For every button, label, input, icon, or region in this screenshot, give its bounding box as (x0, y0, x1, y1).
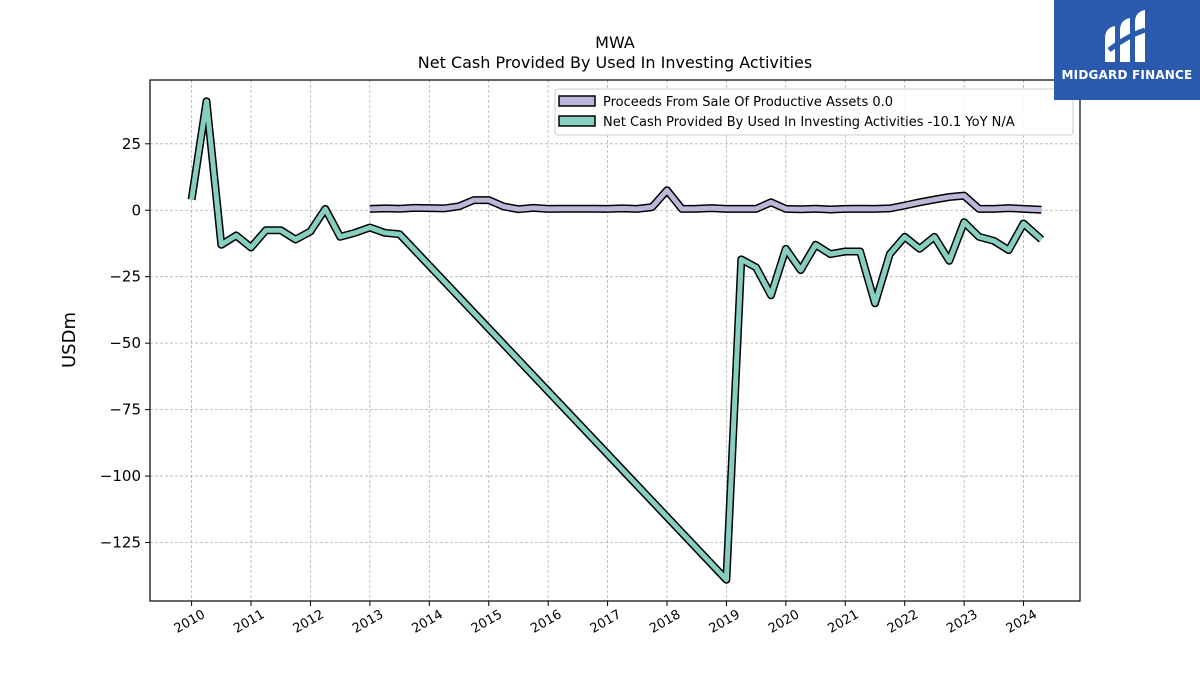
x-tick-label: 2015 (469, 607, 505, 637)
legend-label: Proceeds From Sale Of Productive Assets … (603, 95, 893, 110)
logo-mark-icon (1105, 10, 1146, 62)
midgard-finance-logo: MIDGARD FINANCE (1054, 0, 1200, 100)
x-tick-label: 2018 (647, 607, 683, 637)
y-tick-label: −75 (109, 401, 141, 419)
y-tick-label: −100 (100, 467, 141, 485)
chart-title: MWA (595, 33, 635, 52)
x-tick-label: 2013 (350, 607, 386, 637)
legend-box (554, 88, 1074, 136)
legend-swatch (558, 95, 596, 107)
x-tick-label: 2011 (231, 607, 267, 637)
x-tick-label: 2020 (766, 607, 802, 637)
x-tick-label: 2012 (291, 607, 327, 637)
y-tick-label: 25 (122, 135, 141, 153)
series-lines (187, 97, 1045, 584)
legend-swatch (558, 115, 596, 127)
y-tick-label: 0 (131, 201, 141, 219)
y-axis-label: USDm (59, 312, 80, 368)
axes: 25 0 −25 −50 −75 −100 −125 2010 2011 2012 2013 2014… (100, 79, 1081, 637)
x-tick-label: 2022 (885, 607, 921, 637)
x-tick-label: 2017 (588, 607, 624, 637)
legend: Proceeds From Sale Of Productive Assets … (554, 88, 1074, 136)
y-tick-label: −25 (109, 268, 141, 286)
chart-subtitle: Net Cash Provided By Used In Investing A… (418, 53, 812, 72)
grid (150, 80, 1080, 601)
x-tick-label: 2019 (707, 607, 743, 637)
x-tick-label: 2010 (172, 607, 208, 637)
series-2-line (189, 98, 1044, 583)
logo-text: MIDGARD FINANCE (1061, 68, 1193, 82)
x-tick-label: 2014 (409, 607, 445, 637)
series-2-line-outline (187, 97, 1045, 584)
y-tick-label: −50 (109, 334, 141, 352)
x-tick-label: 2016 (528, 607, 564, 637)
legend-label: Net Cash Provided By Used In Investing A… (603, 115, 1015, 130)
x-tick-label: 2021 (825, 607, 861, 637)
plot-frame (149, 79, 1081, 602)
series-1-line (369, 187, 1042, 213)
x-tick-label: 2023 (944, 607, 980, 637)
y-tick-label: −125 (100, 534, 141, 552)
x-tick-label: 2024 (1004, 607, 1040, 637)
